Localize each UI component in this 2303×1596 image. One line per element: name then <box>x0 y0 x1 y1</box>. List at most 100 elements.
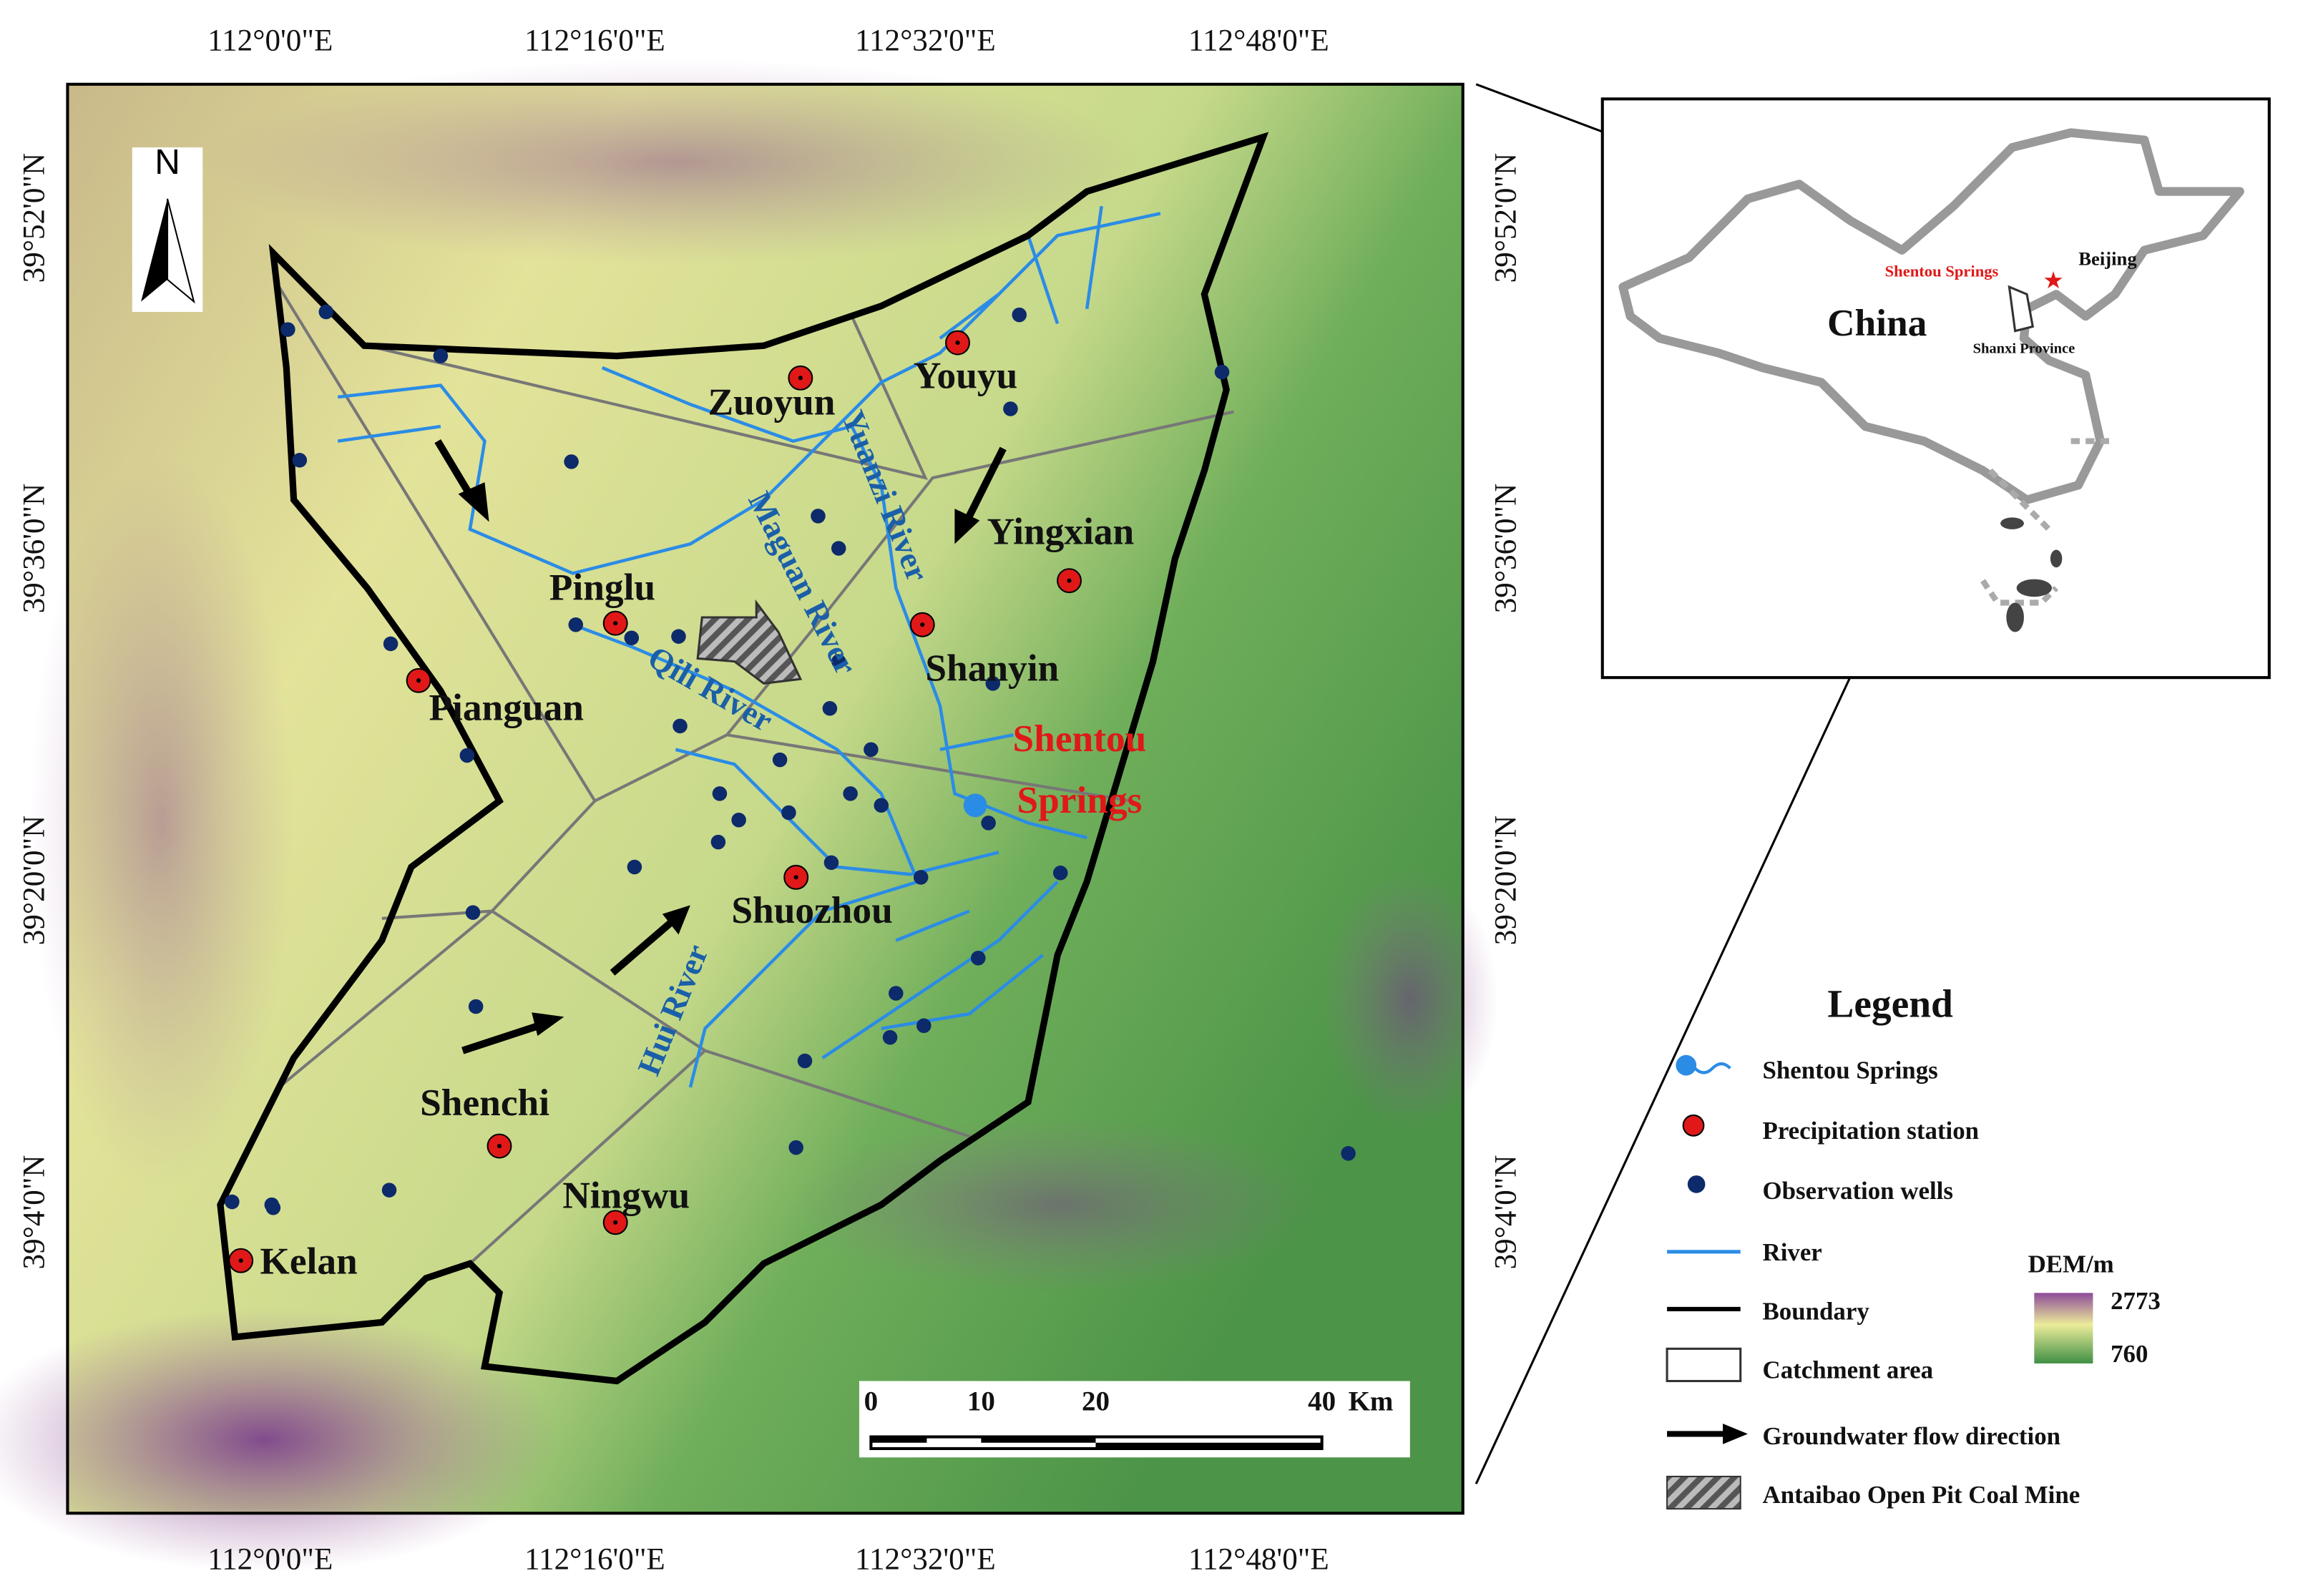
well <box>627 859 642 875</box>
well <box>710 834 726 850</box>
province-label: Shanxi Province <box>1973 341 2075 356</box>
well <box>985 676 1001 691</box>
scale-label: 40 <box>1308 1386 1336 1417</box>
station-center <box>497 1143 502 1149</box>
well <box>465 905 481 920</box>
place-label: Shenchi <box>420 1081 549 1124</box>
legend-symbol <box>1687 1175 1706 1193</box>
well <box>874 798 889 813</box>
well <box>673 718 688 734</box>
well <box>1214 364 1230 380</box>
place-label: Pinglu <box>549 565 655 608</box>
coal-mine <box>696 599 803 685</box>
well <box>1012 307 1027 323</box>
well <box>468 999 484 1014</box>
well <box>831 541 846 556</box>
well <box>564 454 579 469</box>
legend-symbol <box>1693 1062 1731 1074</box>
station-center <box>416 678 421 683</box>
well <box>265 1200 281 1215</box>
terrain <box>0 1307 558 1572</box>
well <box>1052 865 1068 881</box>
legend: Legend DEM/m 2773 760 Shentou Springs Pre… <box>1666 981 2161 1510</box>
legend-label: Shentou Springs <box>1763 1057 1938 1085</box>
well <box>913 870 929 885</box>
lon-label: 112°0'0"E <box>207 1542 333 1576</box>
well <box>823 855 839 871</box>
dem-min: 760 <box>2111 1340 2148 1368</box>
legend-title: Legend <box>1827 981 1953 1025</box>
spring-marker <box>963 793 987 818</box>
well <box>624 630 640 645</box>
well <box>318 304 334 320</box>
place-label: Shanyin <box>925 646 1059 689</box>
springs-label: Shentou <box>1012 717 1146 760</box>
well <box>781 805 796 821</box>
legend-symbol <box>1676 1054 1697 1076</box>
place-label: Ningwu <box>562 1173 690 1216</box>
map-panel: N <box>0 59 1498 1572</box>
lat-label: 39°20'0"N <box>1490 816 1523 946</box>
north-arrow: N <box>132 142 203 312</box>
lat-label: 39°52'0"N <box>18 153 52 283</box>
legend-label: Groundwater flow direction <box>1763 1422 2061 1450</box>
lon-label: 112°16'0"E <box>524 24 665 58</box>
well <box>671 629 686 644</box>
north-label: N <box>155 142 180 182</box>
scale-label: 20 <box>1082 1386 1110 1417</box>
well <box>772 752 788 768</box>
well <box>916 1018 932 1033</box>
legend-symbol <box>1666 1347 1742 1383</box>
well <box>433 348 449 363</box>
map-frame <box>66 82 1465 1515</box>
legend-symbol <box>1682 1114 1705 1137</box>
place-label: Zuoyun <box>708 381 836 424</box>
well <box>797 1053 813 1069</box>
rivers <box>337 205 1161 1088</box>
well <box>225 1194 240 1210</box>
lon-label: 112°32'0"E <box>855 1542 996 1576</box>
station-center <box>613 621 618 626</box>
well <box>811 509 826 524</box>
legend-symbol <box>1666 1475 1741 1510</box>
place-label: Kelan <box>260 1240 357 1283</box>
well <box>381 1183 397 1198</box>
terrain <box>205 59 1146 265</box>
lon-label: 112°16'0"E <box>524 1542 665 1576</box>
well <box>292 453 308 468</box>
lat-label: 39°36'0"N <box>18 484 52 614</box>
well <box>864 742 879 758</box>
place-label: Pianguan <box>429 686 584 729</box>
capital-label: Beijing <box>2078 248 2137 269</box>
station-center <box>238 1258 243 1263</box>
station-center <box>613 1220 618 1225</box>
terrain <box>793 1116 1322 1293</box>
well <box>712 786 728 801</box>
china-outline <box>1618 128 2244 504</box>
legend-label: Antaibao Open Pit Coal Mine <box>1763 1481 2080 1509</box>
station-center <box>955 341 960 346</box>
place-label: Yingxian <box>987 509 1135 552</box>
well <box>1003 401 1018 416</box>
well <box>731 813 746 828</box>
lon-label: 112°48'0"E <box>1188 1542 1329 1576</box>
legend-label: Catchment area <box>1763 1356 1934 1384</box>
legend-label: Observation wells <box>1763 1177 1953 1205</box>
terrain <box>1321 866 1498 1132</box>
scale-label: 10 <box>967 1386 995 1417</box>
scale-label: 0 <box>864 1386 879 1417</box>
lat-label: 39°20'0"N <box>18 816 52 946</box>
well <box>970 951 986 966</box>
scale-bar <box>859 1381 1410 1458</box>
lat-label: 39°4'0"N <box>18 1155 52 1269</box>
flow-arrowheads <box>458 482 980 1037</box>
inset: ★ China Beijing Shanxi Province Shentou … <box>1475 83 2271 1484</box>
legend-label: Boundary <box>1763 1297 1870 1325</box>
country-label: China <box>1827 301 1927 344</box>
legend-label: Precipitation station <box>1763 1117 1980 1145</box>
boundary <box>217 132 1269 1385</box>
springs-inset-label: Shentou Springs <box>1885 263 1999 280</box>
scale-unit: Km <box>1349 1386 1394 1417</box>
place-label: Shuozhou <box>731 888 892 931</box>
